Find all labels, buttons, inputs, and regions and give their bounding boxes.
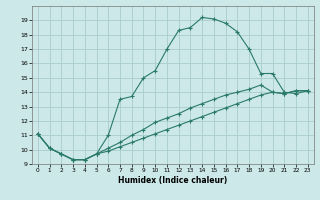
X-axis label: Humidex (Indice chaleur): Humidex (Indice chaleur) [118,176,228,185]
